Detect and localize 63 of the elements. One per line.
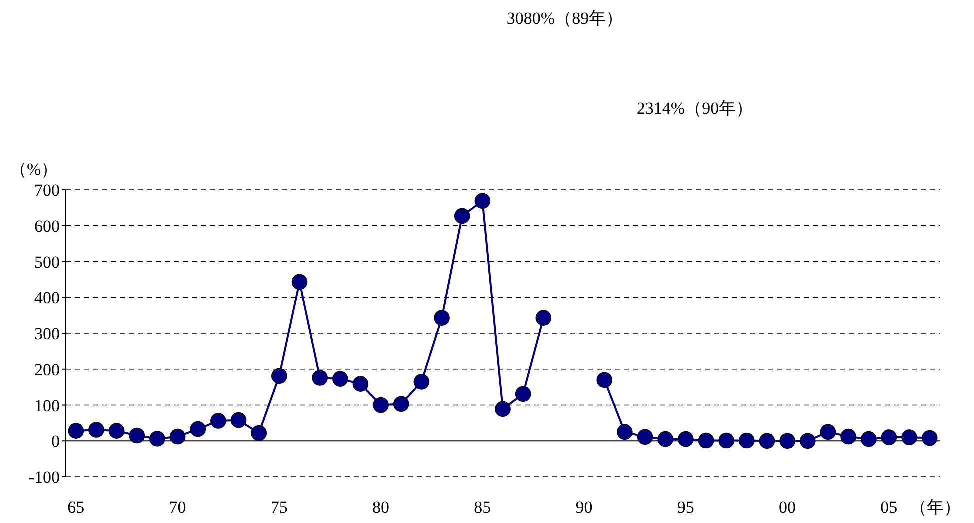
point bbox=[251, 425, 267, 442]
y-tick-label: 200 bbox=[34, 360, 60, 380]
point bbox=[759, 433, 776, 450]
point bbox=[352, 376, 369, 392]
x-tick-label: 80 bbox=[372, 498, 390, 517]
point bbox=[820, 424, 836, 440]
x-tick-label: 95 bbox=[677, 498, 694, 517]
point bbox=[210, 413, 226, 429]
point bbox=[414, 374, 430, 390]
point bbox=[454, 208, 470, 224]
point bbox=[922, 430, 938, 446]
point bbox=[780, 433, 796, 450]
point bbox=[108, 423, 125, 439]
point bbox=[434, 310, 450, 326]
point bbox=[902, 430, 918, 446]
point bbox=[474, 193, 491, 210]
point bbox=[373, 397, 389, 414]
point bbox=[88, 422, 104, 438]
point bbox=[129, 428, 146, 444]
point bbox=[637, 429, 654, 446]
y-tick-label: 100 bbox=[34, 396, 60, 416]
point bbox=[312, 370, 328, 386]
point bbox=[272, 368, 288, 384]
point bbox=[658, 431, 674, 448]
text: 3080%（89年） bbox=[506, 9, 624, 28]
point bbox=[190, 421, 206, 438]
y-tick-label: 500 bbox=[34, 252, 60, 272]
point bbox=[678, 431, 694, 448]
y-tick-label: 700 bbox=[34, 181, 60, 200]
point bbox=[536, 310, 552, 326]
x-tick-label: 70 bbox=[169, 498, 186, 517]
point bbox=[596, 372, 613, 388]
y-tick-label: 0 bbox=[52, 432, 60, 452]
point bbox=[840, 428, 856, 445]
y-tick-label: 400 bbox=[34, 288, 60, 308]
point bbox=[150, 431, 166, 447]
point bbox=[698, 432, 714, 449]
point bbox=[68, 423, 84, 439]
y-tick-label: 600 bbox=[34, 216, 60, 236]
point bbox=[800, 433, 816, 450]
point bbox=[292, 274, 308, 290]
point bbox=[617, 424, 633, 440]
point bbox=[393, 396, 410, 412]
point bbox=[170, 428, 186, 445]
point bbox=[718, 432, 734, 449]
point bbox=[230, 412, 247, 428]
x-tick-label: 90 bbox=[576, 498, 593, 517]
text: 2314%（90年） bbox=[636, 99, 754, 118]
point bbox=[881, 430, 898, 446]
y-axis-title: （%） bbox=[10, 160, 58, 179]
x-tick-label: 65 bbox=[68, 498, 85, 517]
point bbox=[739, 432, 755, 449]
y-tick-label: -100 bbox=[28, 468, 60, 487]
y-tick-label: 300 bbox=[34, 324, 60, 344]
point bbox=[515, 386, 532, 402]
point bbox=[860, 431, 877, 448]
point bbox=[495, 401, 511, 418]
x-tick-label: 05 bbox=[880, 498, 898, 517]
x-tick-label: 00 bbox=[779, 498, 796, 517]
x-tick-label: 75 bbox=[270, 498, 288, 517]
x-axis-title: （年） bbox=[910, 498, 961, 517]
point bbox=[332, 371, 348, 387]
x-tick-label: 85 bbox=[474, 498, 492, 517]
